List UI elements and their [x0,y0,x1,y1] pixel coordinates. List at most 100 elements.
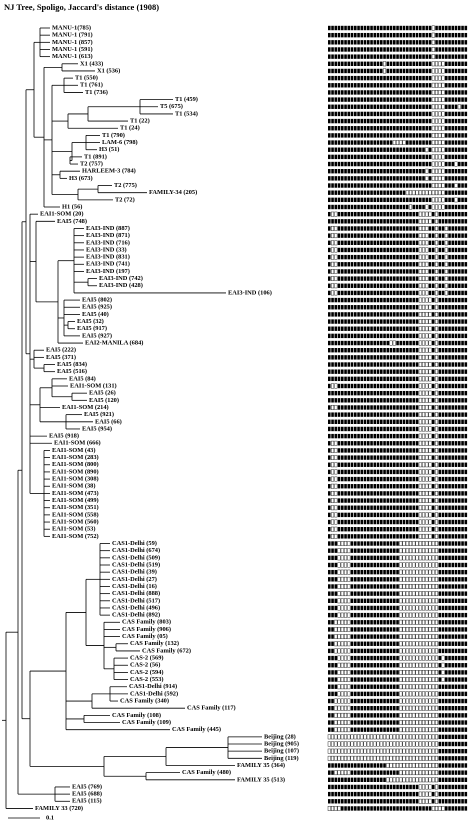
spacer [347,161,351,167]
spacer [350,326,354,331]
spacer [431,662,435,668]
spacer [438,376,442,382]
spacer [376,512,380,518]
spacer [422,240,426,246]
spacer [376,433,380,439]
spacer [370,706,373,711]
spacer [373,777,377,782]
spacer [367,684,370,689]
spacer [418,791,422,797]
spacer [396,312,399,317]
spacer [386,233,390,238]
spacer [415,684,419,690]
spacer [461,763,464,768]
spacer [428,104,432,109]
leaf-label: H3 (51) [99,146,119,153]
spacer [396,219,399,224]
spacer [438,684,442,689]
spacer [334,691,338,697]
spacer [464,577,468,582]
spacer [347,376,351,382]
spacer [412,169,416,174]
spacer [458,161,461,167]
spacer [373,519,377,525]
spacer [412,655,416,661]
spacer [383,32,386,38]
spacer [370,755,374,761]
spacer [354,527,357,532]
spacer [376,527,380,532]
spacer [396,577,399,582]
spacer [367,254,370,260]
spacer [399,40,403,45]
spacer [405,605,409,611]
spacer [337,419,341,424]
spacer [380,247,383,253]
spacer [331,799,334,804]
spacer [344,799,347,804]
spacer [367,799,370,804]
spacer [458,698,461,704]
spacer [464,126,468,131]
spacer [357,627,360,632]
spacer [409,247,412,253]
spacer [393,527,396,532]
spacer [357,154,360,160]
spacer [373,276,377,281]
spacer [360,312,364,317]
spacer [393,233,396,238]
spacer [354,262,357,267]
spacer [399,118,403,124]
spacer [461,197,464,203]
spacer [363,197,367,203]
spacer [418,705,422,711]
spacer [363,806,367,811]
spacer [350,312,354,317]
spacer [357,369,360,374]
spacer [405,662,409,668]
spacer [337,83,341,88]
spacer [363,233,367,238]
spacer [328,433,331,439]
spacer [344,176,347,181]
spacer [419,54,422,59]
spacer [341,126,344,131]
spacer [422,619,426,625]
spacer [367,247,370,253]
spacer [354,305,357,310]
spacer [425,147,429,153]
spacer [344,25,347,31]
spacer [389,777,393,783]
spacer [386,791,390,797]
spacer [373,54,377,59]
spacer [409,441,412,446]
spacer [380,240,383,245]
spacer [432,383,435,389]
spacer [396,340,399,346]
spacer [461,784,464,790]
spacer [347,433,351,439]
spacer [412,211,416,217]
spacer [354,806,357,811]
spacer [415,462,419,467]
spacer [360,698,364,704]
spacer [412,104,416,109]
spacer [432,348,435,353]
spacer [409,197,412,203]
spacer [334,462,338,468]
spacer [328,204,331,210]
spacer [405,720,409,725]
spacer [425,806,429,811]
spacer [428,562,432,568]
spacer [367,376,370,382]
spacer [399,140,403,145]
spacer [435,82,439,88]
spacer [422,340,426,346]
spacer [418,698,422,704]
spacer [340,727,344,733]
spacer [409,791,412,797]
spacer [454,262,458,267]
spacer [383,269,386,274]
spacer [380,476,383,482]
spacer [392,140,396,145]
